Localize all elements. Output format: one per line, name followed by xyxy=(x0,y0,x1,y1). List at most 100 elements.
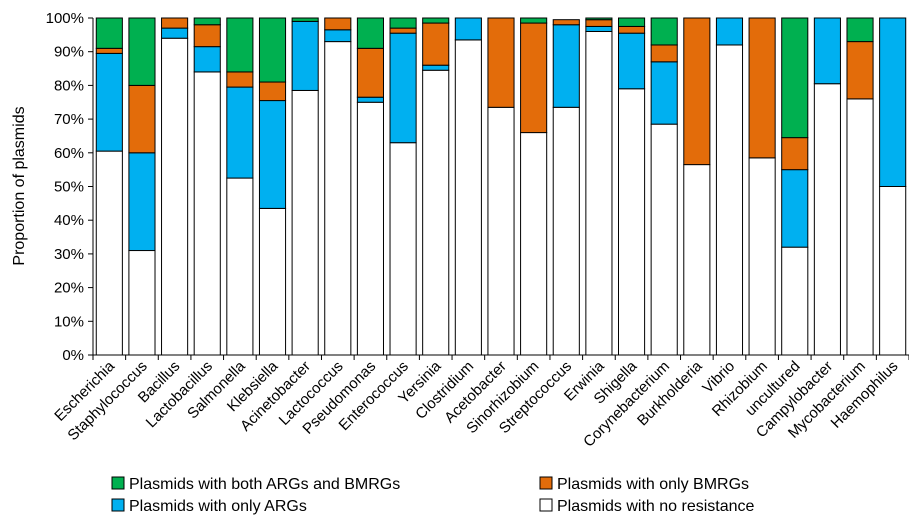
axes-layer xyxy=(88,17,909,360)
bar-segment-lactobacillus-s3 xyxy=(193,17,221,26)
x-tick-labels: EscherichiaStaphylococcusBacillusLactoba… xyxy=(51,357,901,450)
bar-segment-erwinia-s3 xyxy=(585,17,613,21)
bar-segment-shigella-s3 xyxy=(618,17,646,27)
bar-segment-shigella-s1 xyxy=(618,32,646,90)
y-tick-label: 100% xyxy=(46,10,84,27)
legend-label: Plasmids with only BMRGs xyxy=(557,476,749,493)
bar-segment-lactococcus-s2 xyxy=(324,17,352,31)
bar-segment-salmonella-s1 xyxy=(226,86,254,179)
bar-segment-lactobacillus-s2 xyxy=(193,24,221,48)
bar-segment-erwinia-s2 xyxy=(585,19,613,27)
bar-segment-pseudomonas-s0 xyxy=(356,101,384,356)
bar-segment-yersinia-s1 xyxy=(422,64,450,71)
bar-segment-yersinia-s3 xyxy=(422,17,450,24)
bar-segment-escherichia-s3 xyxy=(95,17,123,49)
y-tick-label: 20% xyxy=(54,280,84,297)
bar-segment-acinetobacter-s0 xyxy=(291,89,319,356)
bar-segment-enterococcus-s2 xyxy=(389,27,417,34)
bar-segment-acinetobacter-s3 xyxy=(291,17,319,22)
bar-segment-haemophilus-s1 xyxy=(879,17,907,187)
legend-swatch xyxy=(539,498,553,512)
bar-segment-streptococcus-s1 xyxy=(552,24,580,108)
bar-segment-mycobacterium-s2 xyxy=(846,41,874,100)
y-tick-label: 80% xyxy=(54,77,84,94)
y-axis-label: Proportion of plasmids xyxy=(11,106,28,265)
bar-segment-uncultured-s1 xyxy=(781,169,809,248)
bar-segment-vibrio-s0 xyxy=(715,44,744,356)
y-tick-label: 30% xyxy=(54,246,84,263)
bar-segment-corynebacterium-s3 xyxy=(650,17,678,46)
bar-segment-staphylococcus-s1 xyxy=(128,152,156,252)
bar-segment-staphylococcus-s2 xyxy=(128,84,156,154)
bar-segment-sinorhizobium-s2 xyxy=(520,22,548,134)
y-tick-label: 40% xyxy=(54,212,84,229)
bar-segment-rhizobium-s0 xyxy=(748,157,776,356)
bar-segment-bacillus-s0 xyxy=(161,37,189,356)
bars-layer xyxy=(95,17,907,356)
legend-label: Plasmids with only ARGs xyxy=(129,498,307,515)
bar-segment-enterococcus-s3 xyxy=(389,17,417,29)
bar-segment-corynebacterium-s0 xyxy=(650,123,678,356)
bar-segment-pseudomonas-s2 xyxy=(356,47,384,98)
bar-segment-haemophilus-s0 xyxy=(879,186,907,356)
bar-segment-acetobacter-s2 xyxy=(487,17,515,108)
bar-segment-escherichia-s2 xyxy=(95,47,123,54)
bar-segment-mycobacterium-s3 xyxy=(846,17,874,43)
bar-segment-corynebacterium-s2 xyxy=(650,44,678,63)
bar-segment-escherichia-s0 xyxy=(95,150,123,356)
legend: Plasmids with both ARGs and BMRGs Plasmid… xyxy=(111,476,755,515)
y-tick-label: 70% xyxy=(54,111,84,128)
bar-segment-escherichia-s1 xyxy=(95,52,123,152)
bar-segment-pseudomonas-s1 xyxy=(356,96,384,103)
bar-segment-sinorhizobium-s3 xyxy=(520,17,548,24)
bar-segment-campylobacter-s0 xyxy=(813,83,841,356)
bar-segment-uncultured-s2 xyxy=(781,137,809,171)
bar-segment-burkholderia-s2 xyxy=(683,17,711,166)
bar-segment-shigella-s2 xyxy=(618,25,646,34)
bar-segment-streptococcus-s0 xyxy=(552,106,580,356)
bar-segment-burkholderia-s0 xyxy=(683,164,711,356)
legend-swatch xyxy=(111,476,125,490)
legend-label: Plasmids with both ARGs and BMRGs xyxy=(129,476,400,493)
bar-segment-acinetobacter-s1 xyxy=(291,20,319,91)
bar-segment-lactobacillus-s1 xyxy=(193,46,221,73)
y-tick-label: 60% xyxy=(54,145,84,162)
bar-segment-uncultured-s0 xyxy=(781,246,809,356)
legend-label: Plasmids with no resistance xyxy=(557,498,755,515)
bar-segment-rhizobium-s2 xyxy=(748,17,776,159)
bar-segment-acetobacter-s0 xyxy=(487,106,515,356)
bar-segment-salmonella-s0 xyxy=(226,177,254,356)
bar-segment-pseudomonas-s3 xyxy=(356,17,384,49)
legend-swatch xyxy=(539,476,553,490)
y-tick-label: 90% xyxy=(54,44,84,61)
bar-segment-vibrio-s1 xyxy=(715,17,744,46)
bar-segment-mycobacterium-s0 xyxy=(846,98,874,356)
bar-segment-erwinia-s1 xyxy=(585,25,613,32)
legend-swatch xyxy=(111,498,125,512)
bar-segment-yersinia-s0 xyxy=(422,69,450,356)
bar-segment-streptococcus-s2 xyxy=(552,19,580,26)
bar-segment-lactococcus-s0 xyxy=(324,41,352,356)
bar-segment-klebsiella-s1 xyxy=(258,100,287,209)
bar-segment-salmonella-s3 xyxy=(226,17,254,73)
bar-segment-bacillus-s1 xyxy=(161,27,189,39)
bar-segment-campylobacter-s1 xyxy=(813,17,841,85)
bar-segment-sinorhizobium-s0 xyxy=(520,132,548,356)
bar-segment-salmonella-s2 xyxy=(226,71,254,88)
y-tick-label: 10% xyxy=(54,313,84,330)
bar-segment-bacillus-s2 xyxy=(161,17,189,29)
bar-segment-enterococcus-s0 xyxy=(389,142,417,356)
y-tick-labels: 0% 10% 20% 30% 40% 50% 60% 70% 80% 90% 100% xyxy=(46,10,84,364)
bar-segment-yersinia-s2 xyxy=(422,22,450,66)
bar-segment-erwinia-s0 xyxy=(585,30,613,356)
bar-segment-klebsiella-s0 xyxy=(258,207,287,356)
bar-segment-staphylococcus-s0 xyxy=(128,250,156,356)
bar-segment-enterococcus-s1 xyxy=(389,32,417,144)
bar-segment-lactococcus-s1 xyxy=(324,29,352,43)
bar-segment-uncultured-s3 xyxy=(781,17,809,139)
bar-segment-klebsiella-s3 xyxy=(258,17,287,83)
bar-segment-clostridium-s1 xyxy=(454,17,482,41)
bar-segment-staphylococcus-s3 xyxy=(128,17,156,86)
bar-segment-lactobacillus-s0 xyxy=(193,71,221,356)
bar-segment-corynebacterium-s1 xyxy=(650,61,678,125)
